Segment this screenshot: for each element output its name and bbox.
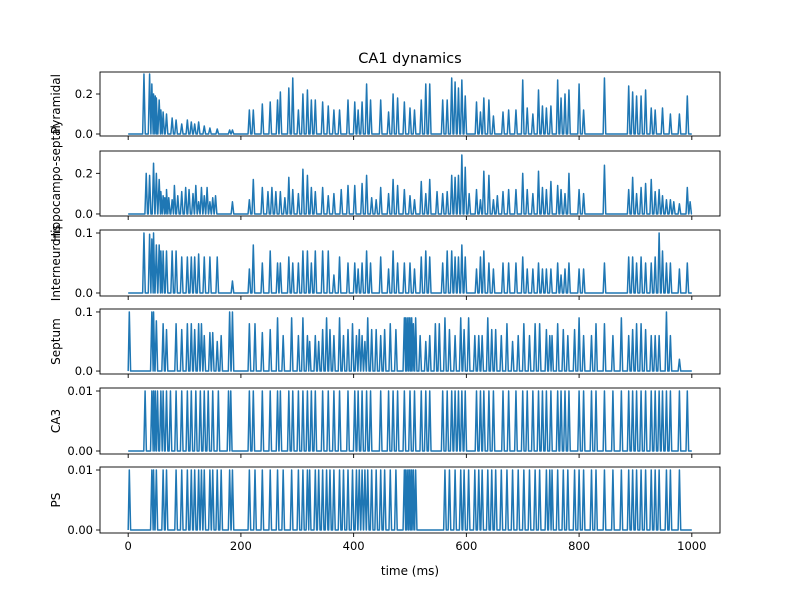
y-axis-label: Hippocampo-septal [49,125,63,242]
axes-frame [99,466,721,534]
y-axis-label: Septum [49,318,63,365]
subplot-3: 0.0 0.1 Interneurons [49,225,721,301]
y-tick-label: 0.1 [75,226,93,240]
subplot-stack: 0.00.2Pyramidal0.00.2Hippocampo-septal0.… [49,71,721,553]
y-tick-label: 0.0 [75,286,93,300]
y-axis-label: Interneurons [49,225,63,301]
y-tick-label: 0.00 [67,444,93,458]
y-axis-label: CA3 [49,409,63,433]
x-tick-label: 1000 [677,539,706,553]
y-tick-label: 0.1 [75,305,93,319]
x-tick-label: 600 [455,539,477,553]
signal-trace-5 [128,390,692,452]
y-tick-label: 0.0 [75,364,93,378]
y-tick-label: 0.0 [75,127,93,141]
axes-frame [99,229,721,297]
subplot-2: 0.0 0.2 Hippocampo-septal [49,125,721,242]
x-tick-label: 200 [230,539,252,553]
subplot-1: 0.0 0.2 Pyramidal [49,71,721,141]
y-tick-label: 0.2 [75,87,93,101]
axes-frame [99,308,721,375]
axes-frame [99,387,721,455]
y-tick-label: 0.01 [67,384,93,398]
y-tick-label: 0.0 [75,207,93,221]
subplot-5: 0.00 0.01 CA3 [49,384,721,458]
y-axis-label: Pyramidal [49,74,63,134]
subplot-4: 0.0 0.1 Septum [49,305,721,378]
x-tick-label: 400 [343,539,365,553]
x-axis-label: time (ms) [381,564,439,578]
signal-trace-3 [128,232,692,294]
subplot-6: 0.00 0.01 0 200 400 600 800 1000 PS [49,463,721,553]
y-tick-label: 0.01 [67,463,93,477]
y-tick-label: 0.2 [75,166,93,180]
signal-trace-1 [128,73,692,135]
axes-frame [99,150,721,217]
signal-trace-4 [127,311,692,372]
chart-title: CA1 dynamics [358,51,461,67]
x-tick-label: 0 [125,539,132,553]
y-tick-label: 0.00 [67,523,93,537]
signal-trace-6 [127,469,692,531]
signal-trace-2 [128,154,693,215]
axes-frame [99,71,721,137]
y-axis-label: PS [49,493,63,508]
x-tick-label: 800 [568,539,590,553]
